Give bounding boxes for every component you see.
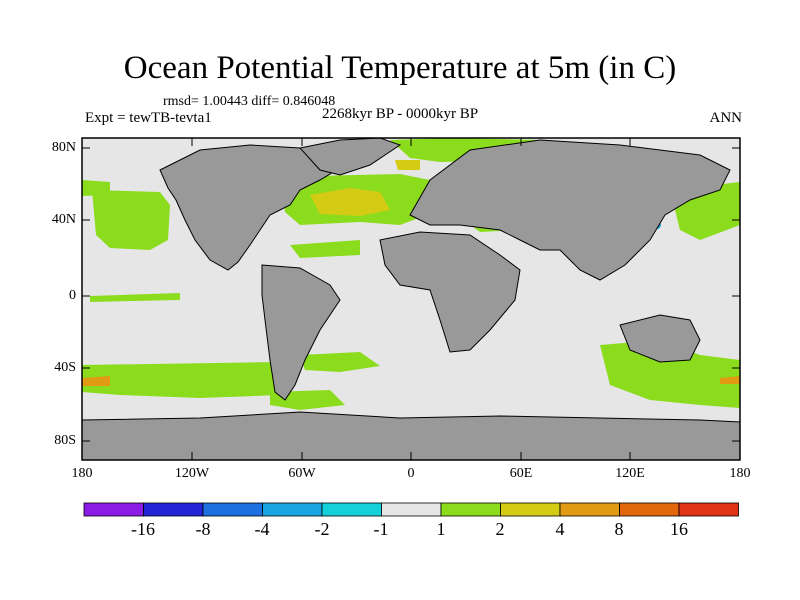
southern-ocean-patch bbox=[600, 340, 740, 408]
south-america bbox=[261, 264, 341, 401]
colorbar-label: 16 bbox=[670, 519, 688, 539]
land-masses bbox=[81, 137, 741, 461]
colorbar-swatch bbox=[619, 502, 680, 517]
period-label: 2268kyr BP - 0000kyr BP bbox=[322, 106, 479, 122]
season-label: ANN bbox=[709, 110, 743, 126]
lat-label-40s: 40S bbox=[54, 360, 76, 375]
lon-ticks bbox=[191, 138, 631, 460]
south-pacific-hotspot bbox=[82, 376, 110, 386]
southern-ocean-hotspot bbox=[720, 376, 740, 384]
bering-patch bbox=[82, 180, 110, 196]
colorbar-label: 1 bbox=[436, 519, 446, 539]
colorbar-label: 8 bbox=[614, 519, 624, 539]
colorbar-label: -16 bbox=[131, 519, 155, 539]
colorbar-swatch bbox=[83, 502, 144, 517]
colorbar-label: -4 bbox=[254, 519, 270, 539]
lon-label-120w: 120W bbox=[174, 466, 210, 481]
colorbar-swatch bbox=[143, 502, 204, 517]
warming-patches bbox=[82, 138, 740, 410]
colorbar-label: 4 bbox=[555, 519, 565, 539]
lon-label-180w: 180 bbox=[71, 466, 93, 481]
south-pacific-patch bbox=[82, 362, 300, 398]
colorbar-swatch bbox=[678, 502, 739, 517]
colorbar-label: -2 bbox=[314, 519, 330, 539]
lon-label-120e: 120E bbox=[615, 466, 645, 481]
lon-label-180e: 180 bbox=[729, 466, 751, 481]
colorbar-swatch bbox=[440, 502, 501, 517]
eurasia bbox=[409, 139, 731, 281]
plot-title: Ocean Potential Temperature at 5m (in C) bbox=[123, 50, 677, 86]
experiment-label: Expt = tewTB-tevta1 bbox=[85, 110, 212, 126]
colorbar-label: -1 bbox=[373, 519, 389, 539]
lon-label-60w: 60W bbox=[288, 466, 316, 481]
colorbar-swatch bbox=[202, 502, 263, 517]
lat-label-40n: 40N bbox=[51, 212, 76, 227]
lat-label-0: 0 bbox=[69, 288, 76, 303]
norwegian-sea-patch bbox=[395, 160, 420, 170]
lat-label-80n: 80N bbox=[51, 140, 76, 155]
strong-warming-patches bbox=[82, 160, 740, 386]
colorbar-label: 2 bbox=[495, 519, 505, 539]
colorbar-swatch bbox=[559, 502, 620, 517]
africa bbox=[379, 231, 521, 353]
lat-label-80s: 80S bbox=[54, 433, 76, 448]
gulf-stream-patch bbox=[310, 188, 390, 216]
colorbar-label: -8 bbox=[195, 519, 211, 539]
lat-ticks bbox=[82, 147, 740, 442]
tropical-atlantic-patch bbox=[290, 240, 360, 258]
colorbar-swatch bbox=[321, 502, 382, 517]
colorbar-swatch bbox=[500, 502, 561, 517]
greenland bbox=[299, 137, 402, 176]
stats-label: rmsd= 1.00443 diff= 0.846048 bbox=[163, 94, 336, 109]
north-pacific-patch bbox=[92, 190, 170, 250]
australia bbox=[619, 314, 701, 363]
colorbar-swatch bbox=[262, 502, 323, 517]
colorbar bbox=[83, 502, 739, 517]
lon-label-0: 0 bbox=[407, 466, 415, 481]
colorbar-swatch bbox=[381, 502, 442, 517]
lon-label-60e: 60E bbox=[509, 466, 533, 481]
south-atlantic-patch bbox=[300, 352, 380, 372]
equatorial-pacific-patch bbox=[90, 293, 180, 302]
